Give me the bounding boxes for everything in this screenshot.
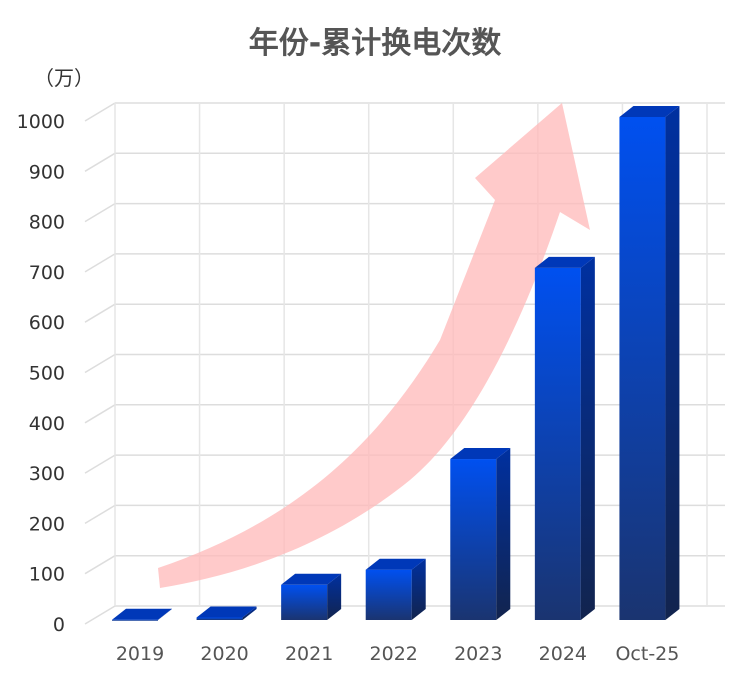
y-axis: 0 100 200 300 400 500 600 700 800 900 1000	[17, 111, 65, 636]
y-tick-label: 0	[53, 614, 65, 636]
y-tick-label: 300	[29, 463, 65, 485]
gridline-depth	[84, 253, 116, 273]
bar-2020	[196, 606, 257, 620]
bar-front	[112, 619, 158, 621]
gridline-depth	[84, 303, 116, 323]
bar-front	[619, 117, 666, 620]
bar-front	[281, 584, 328, 620]
gridline-depth	[84, 555, 116, 575]
y-tick-label: 900	[29, 161, 65, 183]
bar-side	[580, 256, 595, 620]
y-axis-unit: （万）	[34, 66, 94, 90]
bar-front	[196, 617, 243, 620]
bar-side	[665, 106, 680, 620]
bar-side	[158, 608, 172, 620]
bar-top	[281, 573, 342, 585]
y-tick-label: 200	[29, 513, 65, 535]
bar-2019	[112, 608, 172, 621]
y-tick-label: 1000	[17, 111, 65, 133]
x-tick-label: 2019	[116, 643, 164, 665]
y-tick-label: 100	[29, 564, 65, 586]
gridline-depth	[84, 202, 116, 223]
bar-top	[619, 106, 680, 117]
bar-top	[534, 256, 595, 268]
bar-Oct-25	[619, 106, 680, 620]
gridline-depth	[84, 152, 116, 172]
x-tick-label: Oct-25	[615, 643, 679, 665]
chart-title: 年份-累计换电次数	[248, 26, 502, 61]
x-tick-label: 2022	[370, 643, 418, 665]
y-tick-label: 700	[29, 262, 65, 284]
y-tick-label: 800	[29, 212, 65, 234]
x-tick-label: 2023	[454, 643, 502, 665]
bar-top	[112, 608, 172, 620]
gridline-depth	[84, 504, 116, 525]
bar-front	[534, 267, 581, 620]
bar-2022	[365, 558, 426, 620]
bar-top	[450, 448, 511, 460]
gridline-depth	[84, 454, 116, 474]
y-tick-label: 500	[29, 363, 65, 385]
bar-side	[496, 448, 511, 620]
y-tick-label: 600	[29, 312, 65, 334]
gridline-depth	[84, 605, 116, 625]
bar-side	[327, 573, 342, 620]
x-tick-label: 2020	[200, 643, 248, 665]
gridline-depth	[84, 404, 116, 424]
bar-side	[242, 606, 257, 620]
gridline-depth	[84, 353, 116, 374]
trend-arrow	[158, 103, 590, 588]
bar-side	[411, 558, 426, 620]
x-axis: 2019 2020 2021 2022 2023 2024 Oct-25	[116, 643, 680, 665]
bar-front	[365, 569, 412, 620]
x-tick-label: 2021	[285, 643, 333, 665]
bar-top	[196, 606, 257, 618]
bar-2021	[281, 573, 342, 620]
gridline-depth	[84, 102, 116, 122]
bar-2023	[450, 448, 511, 620]
y-tick-label: 400	[29, 413, 65, 435]
bars	[112, 106, 680, 621]
bar-front	[450, 459, 497, 620]
bar-top	[365, 558, 426, 570]
bar-2024	[534, 256, 595, 620]
x-tick-label: 2024	[539, 643, 587, 665]
